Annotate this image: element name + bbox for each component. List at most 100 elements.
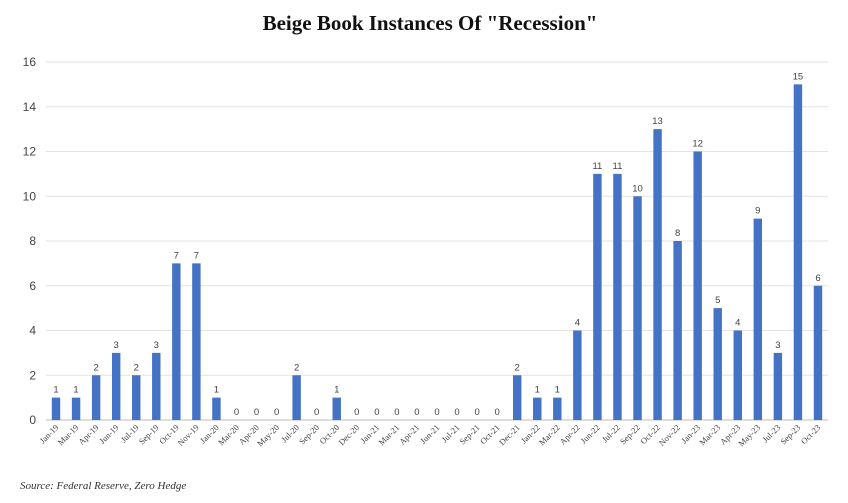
data-label: 1 xyxy=(535,385,540,396)
data-label: 0 xyxy=(414,407,419,418)
bar xyxy=(733,330,742,420)
x-axis: Jan-19Mar-19Apr-19Jun-19Jul-19Sep-19Oct-… xyxy=(37,422,822,448)
x-tick-label: May-23 xyxy=(736,422,762,448)
x-tick-label: Nov-19 xyxy=(175,422,200,447)
x-tick-label: Jun-22 xyxy=(578,422,601,445)
y-tick-label: 10 xyxy=(23,189,37,203)
x-tick-label: Apr-19 xyxy=(76,422,100,446)
data-label: 13 xyxy=(652,116,663,127)
chart-title: Beige Book Instances Of "Recession" xyxy=(263,11,598,35)
data-label: 4 xyxy=(575,318,580,329)
bar xyxy=(172,263,181,420)
x-tick-label: Jun-21 xyxy=(418,422,441,445)
gridlines xyxy=(46,61,828,421)
bar xyxy=(633,196,642,420)
bar xyxy=(753,218,763,420)
data-label: 0 xyxy=(234,407,239,418)
data-label: 0 xyxy=(394,407,399,418)
data-label: 4 xyxy=(735,318,740,329)
bar xyxy=(653,129,662,420)
data-label: 7 xyxy=(174,250,179,261)
data-label: 2 xyxy=(134,362,139,373)
bar xyxy=(71,397,81,420)
bar xyxy=(292,375,301,420)
data-label: 2 xyxy=(515,362,520,373)
x-tick-label: Mar-20 xyxy=(216,422,241,447)
bar xyxy=(773,352,783,420)
bar xyxy=(593,173,602,420)
bar xyxy=(793,84,803,420)
bar xyxy=(533,397,542,420)
bar xyxy=(553,397,562,420)
bar xyxy=(91,375,101,420)
x-tick-label: Sep-22 xyxy=(618,422,642,446)
y-axis: 0 2 4 6 8 10 12 14 16 xyxy=(23,55,37,427)
data-label: 12 xyxy=(692,139,703,150)
data-label: 3 xyxy=(114,340,119,351)
bar xyxy=(132,375,141,420)
data-label: 2 xyxy=(294,362,299,373)
x-tick-label: Apr-22 xyxy=(557,422,581,446)
bar xyxy=(212,397,221,420)
x-tick-label: Mar-22 xyxy=(537,422,562,447)
bar xyxy=(813,285,823,420)
bar xyxy=(673,241,682,420)
y-tick-label: 16 xyxy=(23,55,37,69)
bars xyxy=(51,84,823,420)
x-tick-label: Oct-23 xyxy=(799,422,823,446)
data-label: 3 xyxy=(154,340,159,351)
data-label: 0 xyxy=(354,407,359,418)
data-label: 9 xyxy=(755,206,760,217)
y-tick-label: 12 xyxy=(23,145,37,159)
x-tick-label: Dec-21 xyxy=(497,422,522,447)
bar xyxy=(613,173,622,420)
x-tick-label: Sep-19 xyxy=(137,422,161,446)
data-label: 11 xyxy=(592,161,602,172)
x-tick-label: Mar-21 xyxy=(376,422,401,447)
bar xyxy=(332,397,341,420)
source-note: Source: Federal Reserve, Zero Hedge xyxy=(20,480,186,492)
data-label: 10 xyxy=(632,183,643,194)
bar xyxy=(192,263,201,420)
bar xyxy=(111,352,121,420)
data-label: 6 xyxy=(815,273,820,284)
data-label: 0 xyxy=(474,407,479,418)
data-label: 1 xyxy=(555,385,560,396)
data-label: 0 xyxy=(254,407,259,418)
y-tick-label: 6 xyxy=(29,279,36,293)
y-tick-label: 14 xyxy=(23,100,37,114)
data-label: 8 xyxy=(675,228,680,239)
bar xyxy=(713,308,722,420)
y-tick-label: 4 xyxy=(29,324,36,338)
bar xyxy=(51,397,61,420)
data-label: 1 xyxy=(214,385,219,396)
data-label: 0 xyxy=(314,407,319,418)
data-label: 0 xyxy=(495,407,500,418)
data-label: 1 xyxy=(334,385,339,396)
y-tick-label: 8 xyxy=(29,234,36,248)
bar xyxy=(573,330,582,420)
x-tick-label: Mar-19 xyxy=(56,422,81,447)
x-tick-label: Sep-23 xyxy=(778,422,802,446)
data-label: 0 xyxy=(434,407,439,418)
data-label: 7 xyxy=(194,250,199,261)
x-tick-label: Apr-21 xyxy=(397,422,421,446)
bar xyxy=(693,151,702,420)
data-label: 0 xyxy=(274,407,279,418)
bar xyxy=(512,375,522,420)
data-label: 2 xyxy=(93,362,98,373)
x-tick-label: May-20 xyxy=(255,422,281,448)
data-label: 1 xyxy=(73,385,78,396)
x-tick-label: Dec-20 xyxy=(336,422,361,447)
data-label: 5 xyxy=(715,295,720,306)
x-tick-label: Sep-21 xyxy=(457,422,481,446)
data-label: 3 xyxy=(775,340,780,351)
data-label: 0 xyxy=(454,407,459,418)
data-label: 15 xyxy=(793,71,804,82)
x-tick-label: Jun-19 xyxy=(97,422,120,445)
y-tick-label: 0 xyxy=(29,413,36,427)
data-label: 11 xyxy=(613,161,623,172)
data-label: 1 xyxy=(53,385,58,396)
